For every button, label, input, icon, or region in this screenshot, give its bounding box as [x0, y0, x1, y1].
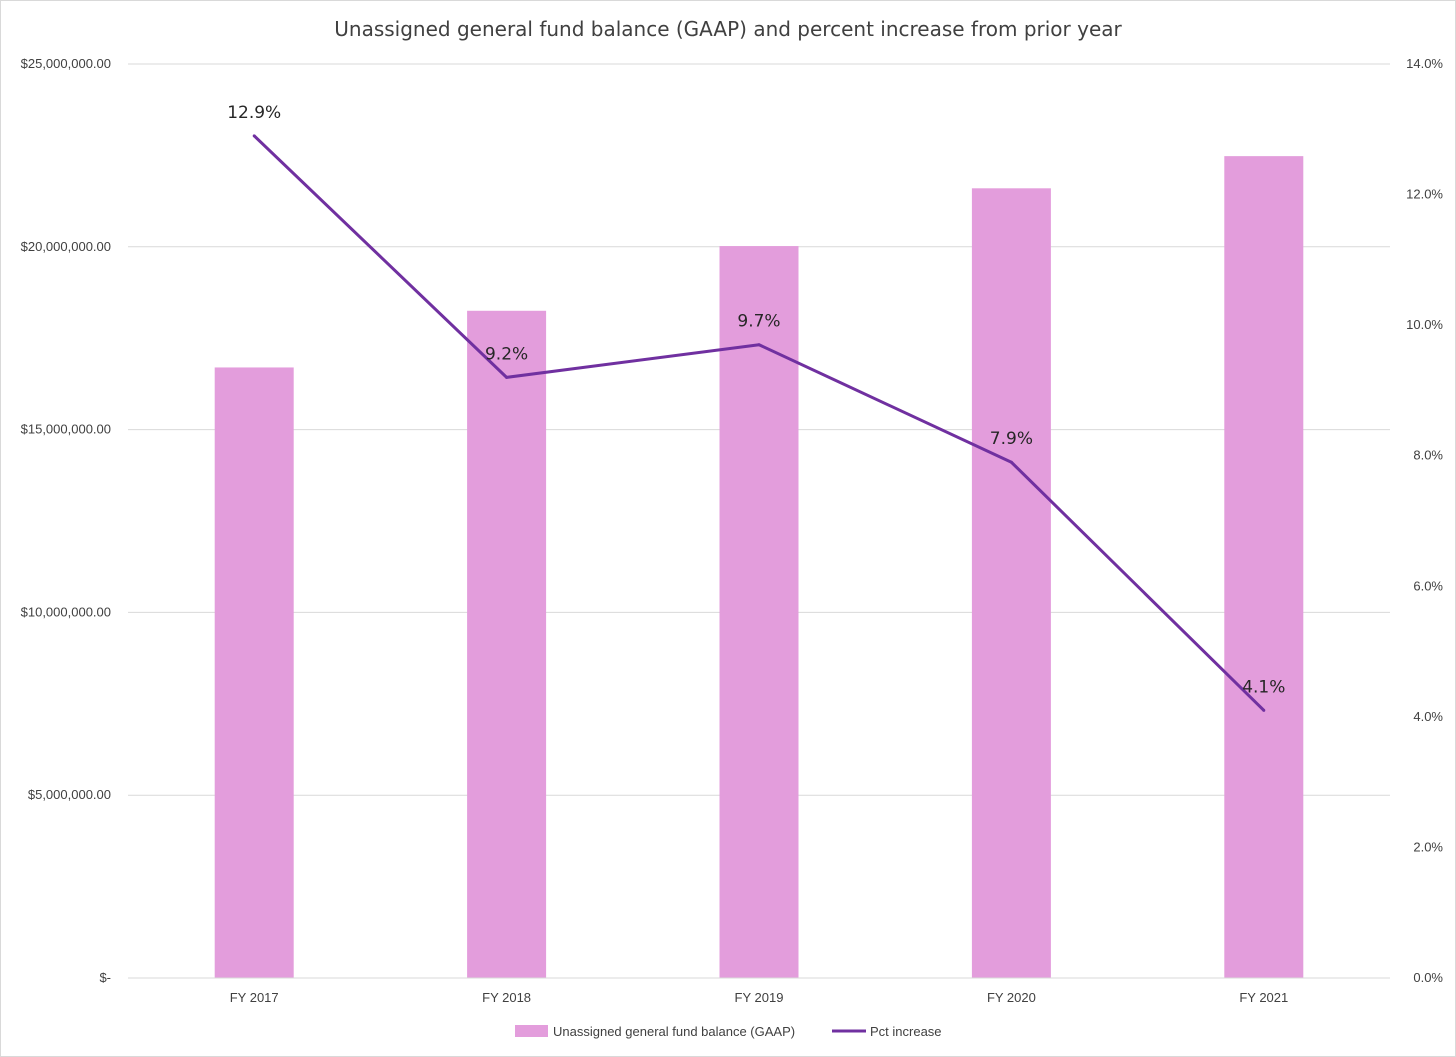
data-label: 9.2% [485, 344, 528, 364]
right-tick-label: 10.0% [1406, 317, 1443, 332]
right-tick-label: 0.0% [1413, 970, 1443, 985]
right-tick-label: 8.0% [1413, 448, 1443, 463]
left-tick-label: $10,000,000.00 [21, 604, 111, 619]
right-tick-label: 12.0% [1406, 187, 1443, 202]
left-tick-label: $20,000,000.00 [21, 239, 111, 254]
right-tick-label: 4.0% [1413, 709, 1443, 724]
x-tick-label: FY 2019 [735, 990, 784, 1005]
x-tick-label: FY 2020 [987, 990, 1036, 1005]
bar [214, 367, 294, 978]
line-point [1262, 708, 1266, 712]
left-axis-ticks: $- $5,000,000.00 $10,000,000.00 $15,000,000… [21, 56, 111, 985]
data-label: 9.7% [737, 312, 780, 332]
bar [971, 188, 1051, 978]
line-point [757, 343, 761, 347]
category-axis-ticks: FY 2017 FY 2018 FY 2019 FY 2020 FY 2021 [128, 977, 1390, 1005]
right-tick-label: 6.0% [1413, 578, 1443, 593]
line-point [252, 134, 256, 138]
right-axis-ticks: 0.0% 2.0% 4.0% 6.0% 8.0% 10.0% 12.0% 14.0% [1406, 56, 1443, 985]
left-tick-label: $5,000,000.00 [28, 787, 111, 802]
data-label: 7.9% [990, 429, 1033, 449]
line-point [1009, 460, 1013, 464]
left-tick-label: $- [99, 970, 111, 985]
chart-title: Unassigned general fund balance (GAAP) a… [334, 17, 1122, 41]
bar [1224, 156, 1304, 978]
bar [467, 310, 547, 978]
right-tick-label: 2.0% [1413, 839, 1443, 854]
data-label: 12.9% [227, 103, 281, 123]
x-tick-label: FY 2017 [230, 990, 279, 1005]
legend-line-label: Pct increase [870, 1024, 942, 1039]
right-tick-label: 14.0% [1406, 56, 1443, 71]
legend-bar-swatch [515, 1025, 548, 1037]
bar-series [214, 156, 1304, 979]
line-point [505, 375, 509, 379]
legend-bar-label: Unassigned general fund balance (GAAP) [553, 1024, 795, 1039]
legend: Unassigned general fund balance (GAAP) Pc… [515, 1024, 942, 1039]
x-tick-label: FY 2021 [1239, 990, 1288, 1005]
left-tick-label: $25,000,000.00 [21, 56, 111, 71]
data-label: 4.1% [1242, 677, 1285, 697]
x-tick-label: FY 2018 [482, 990, 531, 1005]
bar [719, 246, 799, 979]
left-tick-label: $15,000,000.00 [21, 422, 111, 437]
line-series: 12.9% 9.2% 9.7% 7.9% 4.1% [227, 103, 1285, 712]
